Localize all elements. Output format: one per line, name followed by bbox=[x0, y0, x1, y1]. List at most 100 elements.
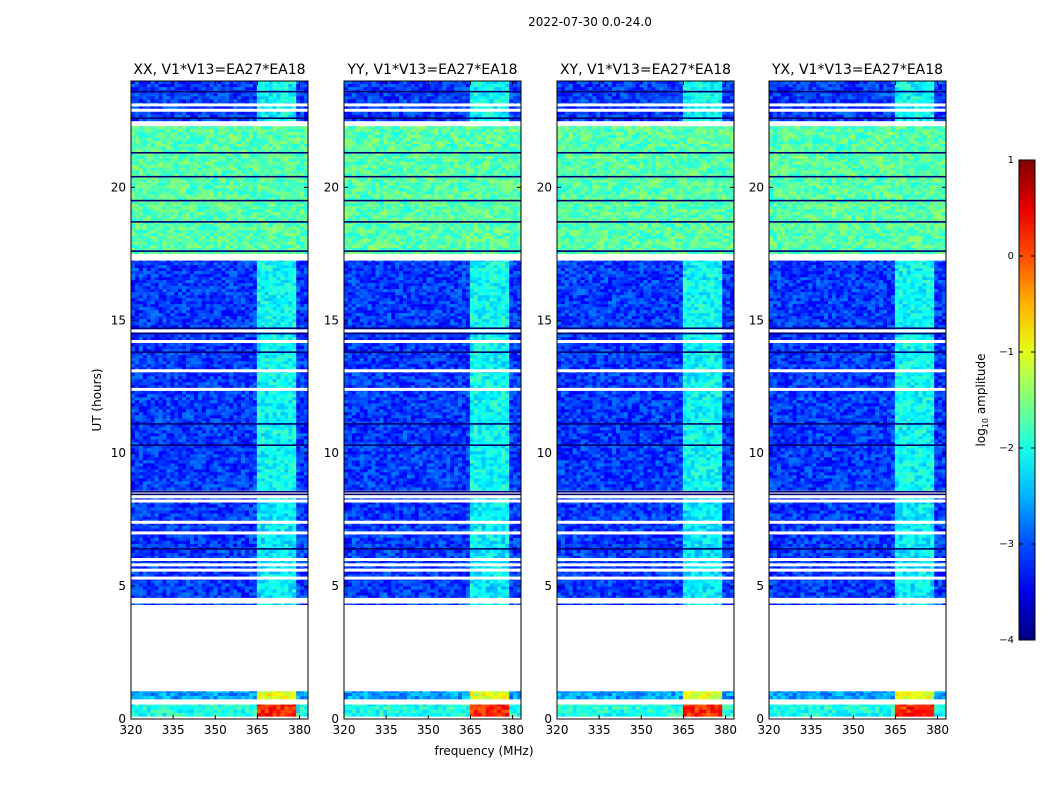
pixel-cell bbox=[197, 713, 203, 717]
pixel-cell bbox=[190, 310, 195, 314]
pixel-cell bbox=[201, 574, 207, 578]
pixel-cell bbox=[131, 706, 136, 710]
pixel-cell bbox=[300, 352, 305, 356]
pixel-cell bbox=[154, 274, 159, 278]
pixel-cell bbox=[131, 292, 136, 296]
pixel-cell bbox=[134, 510, 140, 514]
pixel-cell bbox=[272, 343, 277, 347]
pixel-cell bbox=[213, 280, 218, 284]
pixel-cell bbox=[288, 537, 293, 542]
pixel-cell bbox=[284, 316, 289, 320]
pixel-cell bbox=[205, 334, 210, 338]
pixel-cell bbox=[170, 403, 175, 407]
pixel-cell bbox=[213, 592, 218, 596]
pixel-cell bbox=[182, 501, 187, 505]
pixel-cell bbox=[138, 460, 144, 464]
pixel-cell bbox=[150, 301, 155, 305]
pixel-cell bbox=[280, 421, 285, 425]
pixel-cell bbox=[296, 367, 301, 371]
pixel-cell bbox=[131, 433, 136, 437]
pixel-cell bbox=[170, 550, 175, 554]
pixel-cell bbox=[292, 436, 297, 440]
pixel-cell bbox=[241, 442, 246, 446]
pixel-cell bbox=[272, 400, 277, 404]
pixel-cell bbox=[142, 433, 148, 437]
pixel-cell bbox=[264, 436, 269, 440]
pixel-cell bbox=[241, 406, 246, 410]
pixel-cell bbox=[284, 292, 289, 296]
pixel-cell bbox=[134, 565, 140, 569]
pixel-cell bbox=[288, 418, 293, 422]
pixel-cell bbox=[260, 271, 266, 275]
pixel-cell bbox=[146, 349, 151, 353]
pixel-cell bbox=[237, 358, 242, 362]
pixel-cell bbox=[264, 589, 269, 593]
pixel-cell bbox=[201, 695, 207, 700]
pixel-cell bbox=[221, 277, 226, 281]
pixel-cell bbox=[213, 337, 218, 341]
pixel-cell bbox=[193, 507, 199, 511]
pixel-cell bbox=[221, 346, 226, 350]
pixel-cell bbox=[154, 689, 159, 694]
pixel-cell bbox=[276, 319, 281, 323]
pixel-cell bbox=[150, 556, 155, 560]
pixel-cell bbox=[229, 334, 234, 338]
pixel-cell bbox=[280, 537, 285, 542]
pixel-cell bbox=[249, 397, 254, 401]
pixel-cell bbox=[296, 706, 301, 710]
pixel-cell bbox=[138, 706, 144, 710]
pixel-cell bbox=[174, 436, 179, 440]
pixel-cell bbox=[186, 373, 191, 377]
pixel-cell bbox=[276, 409, 281, 413]
pixel-cell bbox=[150, 316, 155, 320]
pixel-cell bbox=[280, 265, 285, 269]
pixel-cell bbox=[186, 376, 191, 380]
pixel-cell bbox=[205, 516, 210, 520]
pixel-cell bbox=[134, 442, 140, 446]
pixel-cell bbox=[138, 553, 144, 557]
pixel-cell bbox=[260, 445, 266, 449]
pixel-cell bbox=[272, 265, 277, 269]
pixel-cell bbox=[241, 543, 246, 548]
pixel-cell bbox=[190, 706, 195, 710]
pixel-cell bbox=[229, 692, 234, 697]
pixel-cell bbox=[197, 316, 203, 320]
pixel-cell bbox=[213, 565, 218, 569]
pixel-cell bbox=[197, 286, 203, 290]
pixel-cell bbox=[154, 550, 159, 554]
pixel-cell bbox=[150, 713, 155, 717]
pixel-cell bbox=[150, 592, 155, 596]
pixel-cell bbox=[304, 403, 308, 407]
pixel-cell bbox=[174, 274, 179, 278]
pixel-cell bbox=[292, 703, 297, 707]
pixel-cell bbox=[249, 556, 254, 560]
pixel-cell bbox=[134, 313, 140, 317]
pixel-cell bbox=[158, 292, 163, 296]
pixel-cell bbox=[174, 418, 179, 422]
pixel-cell bbox=[190, 574, 195, 578]
pixel-cell bbox=[197, 430, 203, 434]
pixel-cell bbox=[284, 415, 289, 419]
pixel-cell bbox=[225, 436, 230, 440]
pixel-cell bbox=[296, 289, 301, 293]
pixel-cell bbox=[154, 522, 159, 526]
pixel-cell bbox=[272, 522, 277, 526]
pixel-cell bbox=[300, 262, 305, 266]
pixel-cell bbox=[209, 364, 214, 368]
pixel-cell bbox=[150, 534, 155, 539]
pixel-cell bbox=[201, 580, 207, 584]
pixel-cell bbox=[170, 528, 175, 533]
pixel-cell bbox=[131, 265, 136, 269]
pixel-cell bbox=[237, 319, 242, 323]
pixel-cell bbox=[138, 427, 144, 431]
pixel-cell bbox=[174, 394, 179, 398]
pixel-cell bbox=[197, 540, 203, 545]
pixel-cell bbox=[237, 346, 242, 350]
pixel-cell bbox=[142, 451, 148, 455]
pixel-cell bbox=[154, 703, 159, 707]
pixel-cell bbox=[142, 319, 148, 323]
pixel-cell bbox=[166, 460, 171, 464]
pixel-cell bbox=[150, 448, 155, 452]
pixel-cell bbox=[138, 534, 144, 539]
pixel-cell bbox=[174, 283, 179, 287]
